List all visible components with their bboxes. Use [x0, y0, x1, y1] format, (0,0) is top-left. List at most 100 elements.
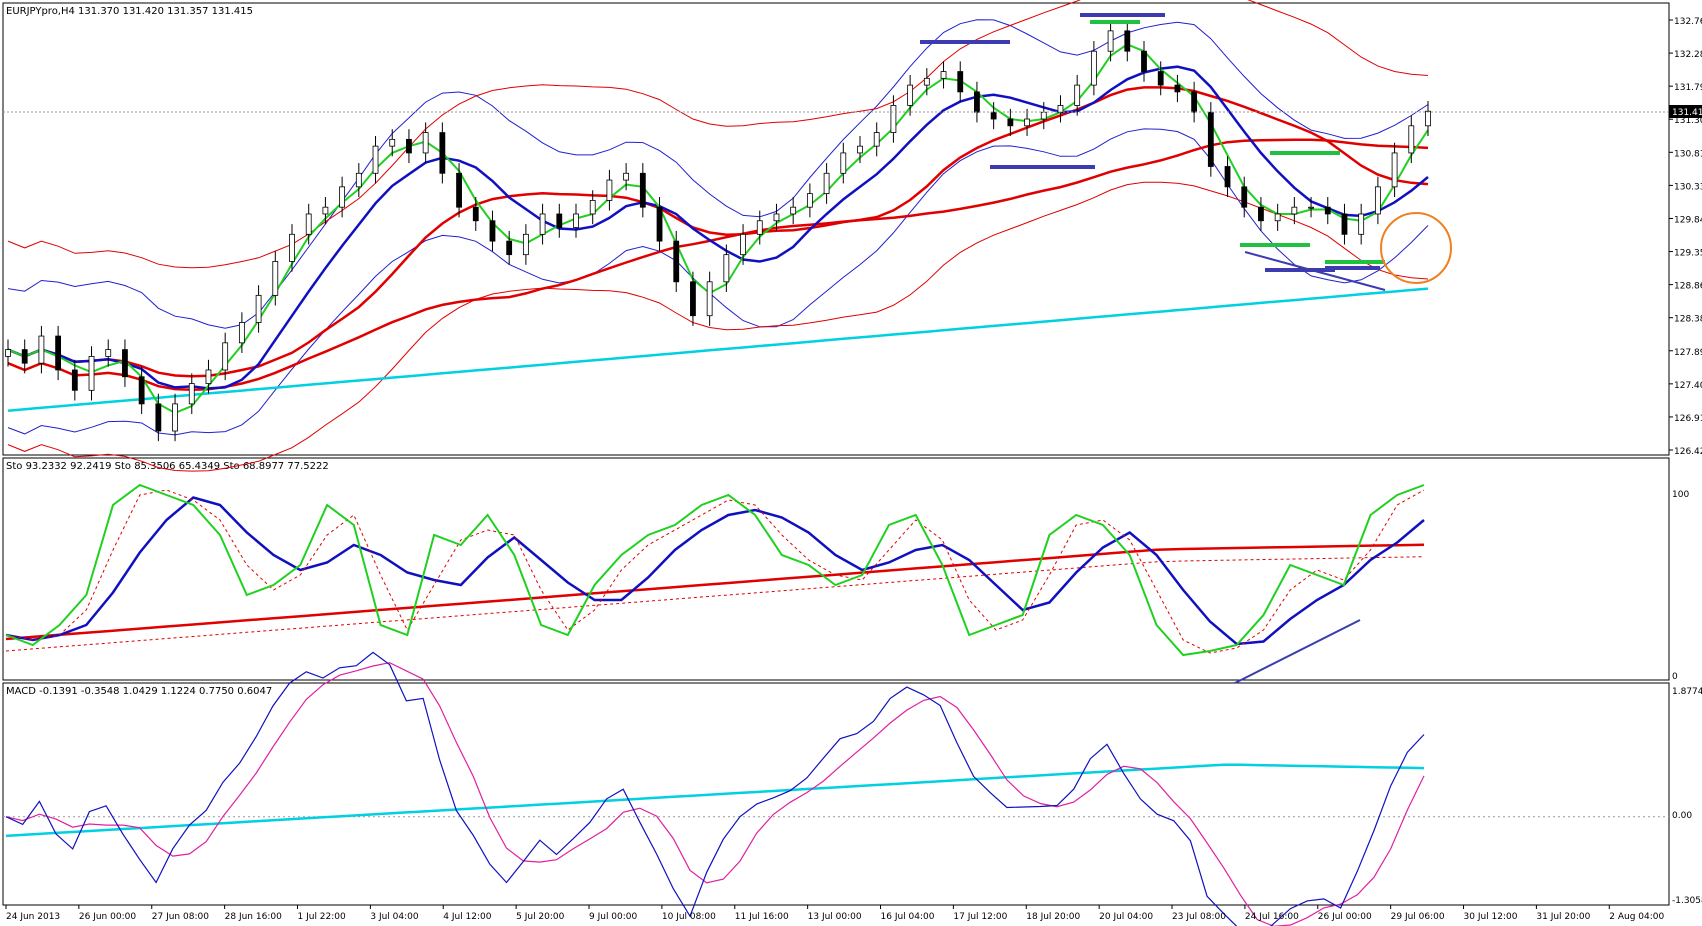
candle-body [389, 138, 396, 147]
candle-body [1207, 111, 1214, 167]
stoch-mid-line [5, 496, 1425, 646]
candle-body [489, 220, 496, 242]
time-tick-label: 5 Jul 20:00 [516, 912, 565, 922]
time-tick-label: 1 Jul 22:00 [298, 912, 347, 922]
candle-body [322, 206, 329, 215]
candle-body [1241, 186, 1248, 208]
macd-panel [2, 682, 1670, 906]
candle-body [155, 403, 162, 432]
candle-body [857, 145, 863, 154]
time-tick-label: 31 Jul 20:00 [1536, 912, 1590, 922]
candle-body [1324, 206, 1331, 215]
candle-body [840, 152, 847, 174]
candle-body [756, 220, 763, 235]
candle-body [122, 349, 128, 378]
time-tick-label: 16 Jul 04:00 [881, 912, 935, 922]
candle-body [639, 172, 646, 208]
macd-long-signal [5, 763, 1425, 838]
current-price-label: 131.415 [1672, 108, 1702, 118]
time-tick-label: 2 Aug 04:00 [1609, 912, 1664, 922]
price-tick-label: 126.910 [1674, 414, 1702, 424]
candle-body [472, 206, 479, 222]
candle-body [5, 349, 11, 357]
time-tick-label: 24 Jun 2013 [6, 912, 60, 922]
trend-line [1244, 251, 1386, 291]
candle-body [55, 335, 62, 371]
price-tick-label: 127.890 [1674, 348, 1702, 358]
stoch-fast-line [5, 483, 1425, 657]
time-tick-label: 17 Jul 12:00 [953, 912, 1007, 922]
price-tick-label: 128.380 [1674, 315, 1702, 325]
candle-body [1090, 50, 1097, 86]
price-tick-label: 127.400 [1674, 381, 1702, 391]
candle-body [1191, 91, 1198, 113]
candle-body [890, 105, 897, 133]
candle-body [406, 138, 412, 154]
time-tick-label: 27 Jun 08:00 [152, 912, 209, 922]
time-tick-label: 9 Jul 00:00 [589, 912, 638, 922]
candle-body [1425, 110, 1431, 127]
candle-body [38, 335, 45, 364]
price-tick-label: 126.420 [1674, 447, 1702, 457]
candle-body [422, 132, 429, 154]
candle-body [21, 349, 28, 364]
price-tick-label: 129.840 [1674, 215, 1702, 225]
stoch-trend-line [1234, 619, 1361, 684]
candle-body [1007, 118, 1014, 127]
candle-body [990, 111, 997, 120]
candle-body [1274, 213, 1281, 222]
candle-body [339, 186, 346, 208]
candle-body [957, 71, 964, 93]
time-tick-label: 29 Jul 06:00 [1391, 912, 1445, 922]
candle-body [723, 254, 730, 283]
candle-body [355, 172, 362, 188]
candle-body [1258, 206, 1264, 222]
price-plot [5, 0, 1452, 472]
candle-body [773, 213, 780, 222]
price-tick-label: 129.350 [1674, 249, 1702, 259]
candle-body [506, 240, 513, 256]
candle-body [372, 145, 379, 174]
candle-body [740, 233, 746, 256]
moving-average-envelope [7, 181, 1429, 472]
candle-body [907, 84, 914, 106]
time-tick-label: 18 Jul 20:00 [1026, 912, 1080, 922]
price-tick-label: 132.760 [1674, 17, 1702, 27]
candle-body [974, 91, 980, 113]
time-axis: 24 Jun 2013 26 Jun 00:00 27 Jun 08:00 28 Ju… [5, 905, 1665, 922]
candle-body [1358, 213, 1365, 235]
time-tick-label: 4 Jul 12:00 [443, 912, 492, 922]
stoch-tick-100: 100 [1672, 490, 1689, 500]
candle-body [673, 240, 680, 283]
macd-plot [3, 651, 1669, 926]
price-tick-label: 131.300 [1674, 116, 1702, 126]
candle-body [623, 172, 630, 181]
candle-body [706, 281, 713, 317]
candle-body [1374, 186, 1381, 215]
candle-body [439, 132, 446, 174]
candle-body [556, 213, 563, 228]
candle-body [1391, 152, 1398, 188]
candle-body [589, 200, 596, 215]
candle-body [172, 403, 178, 432]
candle-body [1291, 206, 1298, 215]
time-tick-label: 26 Jul 00:00 [1318, 912, 1372, 922]
stoch-fast-signal [5, 489, 1425, 654]
candle-body [456, 172, 462, 208]
macd-panel-header: MACD -0.1391 -0.3548 1.0429 1.1224 0.775… [6, 686, 272, 697]
time-tick-label: 26 Jun 00:00 [79, 912, 136, 922]
candle-body [222, 342, 229, 371]
macd-signal-line [5, 662, 1425, 926]
time-tick-label: 23 Jul 08:00 [1172, 912, 1226, 922]
candle-body [940, 71, 947, 79]
candle-body [105, 349, 112, 357]
current-price-badge [1669, 105, 1702, 118]
candle-body [1224, 166, 1231, 188]
candle-body [1308, 206, 1314, 209]
moving-average-long [7, 138, 1429, 392]
price-panel-header: EURJPYpro,H4 131.370 131.420 131.357 131… [6, 6, 253, 17]
candle-body [1141, 50, 1147, 72]
moving-average-200 [7, 287, 1429, 412]
candle-body [138, 376, 145, 405]
time-tick-label: 10 Jul 08:00 [662, 912, 716, 922]
